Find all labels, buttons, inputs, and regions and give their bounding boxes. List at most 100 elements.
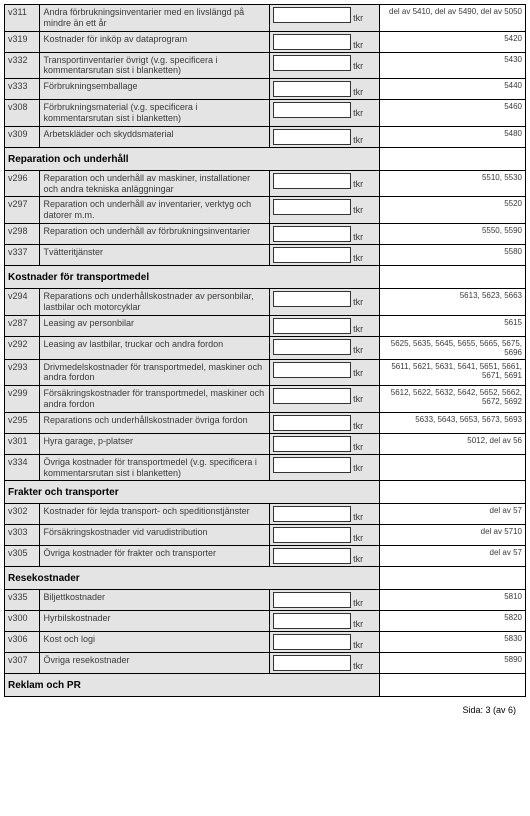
amount-input[interactable] [273, 362, 351, 378]
unit-label: tkr [353, 345, 363, 355]
amount-input[interactable] [273, 129, 351, 145]
row-code: v308 [5, 100, 40, 127]
amount-input[interactable] [273, 592, 351, 608]
row-code: v334 [5, 454, 40, 481]
unit-label: tkr [353, 13, 363, 23]
row-v292: v292Leasing av lastbilar, truckar och an… [5, 336, 526, 359]
amount-input[interactable] [273, 527, 351, 543]
amount-input[interactable] [273, 55, 351, 71]
amount-input[interactable] [273, 388, 351, 404]
amount-input[interactable] [273, 548, 351, 564]
row-label: Reparation och underhåll av inventarier,… [40, 197, 270, 224]
row-note: 5890 [379, 653, 525, 674]
row-input-cell: tkr [270, 433, 380, 454]
unit-label: tkr [353, 640, 363, 650]
row-input-cell: tkr [270, 336, 380, 359]
row-input-cell: tkr [270, 31, 380, 52]
row-input-cell: tkr [270, 590, 380, 611]
row-input-cell: tkr [270, 52, 380, 79]
row-note: del av 5710 [379, 525, 525, 546]
amount-input[interactable] [273, 655, 351, 671]
row-v332: v332Transportinventarier övrigt (v.g. sp… [5, 52, 526, 79]
section-heading-label: Kostnader för transportmedel [5, 265, 380, 288]
row-v303: v303Försäkringskostnader vid varudistrib… [5, 525, 526, 546]
row-note: 5633, 5643, 5653, 5673, 5693 [379, 412, 525, 433]
row-note: 5480 [379, 126, 525, 147]
row-v334: v334Övriga kostnader för transportmedel … [5, 454, 526, 481]
amount-input[interactable] [273, 247, 351, 263]
row-note: del av 5410, del av 5490, del av 5050 [379, 5, 525, 32]
row-note: 5613, 5623, 5663 [379, 288, 525, 315]
section-heading-label: Frakter och transporter [5, 481, 380, 504]
row-v307: v307Övriga resekostnadertkr5890 [5, 653, 526, 674]
row-v297: v297Reparation och underhåll av inventar… [5, 197, 526, 224]
section-heading-resekostnader: Resekostnader [5, 567, 526, 590]
amount-input[interactable] [273, 506, 351, 522]
amount-input[interactable] [273, 199, 351, 215]
section-heading-note [379, 674, 525, 697]
row-input-cell: tkr [270, 244, 380, 265]
row-note: 5625, 5635, 5645, 5655, 5665, 5675, 5696 [379, 336, 525, 359]
row-input-cell: tkr [270, 412, 380, 433]
row-v309: v309Arbetskläder och skyddsmaterialtkr54… [5, 126, 526, 147]
row-input-cell: tkr [270, 359, 380, 386]
row-input-cell: tkr [270, 546, 380, 567]
row-input-cell: tkr [270, 170, 380, 197]
amount-input[interactable] [273, 436, 351, 452]
section-heading-reparation: Reparation och underhåll [5, 147, 526, 170]
amount-input[interactable] [273, 81, 351, 97]
row-v294: v294Reparations och underhållskostnader … [5, 288, 526, 315]
row-label: Biljettkostnader [40, 590, 270, 611]
amount-input[interactable] [273, 457, 351, 473]
row-input-cell: tkr [270, 632, 380, 653]
unit-label: tkr [353, 135, 363, 145]
row-label: Hyrbilskostnader [40, 611, 270, 632]
row-label: Övriga resekostnader [40, 653, 270, 674]
unit-label: tkr [353, 108, 363, 118]
amount-input[interactable] [273, 102, 351, 118]
row-label: Andra förbrukningsinventarier med en liv… [40, 5, 270, 32]
row-input-cell: tkr [270, 504, 380, 525]
row-note: 5012, del av 56 [379, 433, 525, 454]
amount-input[interactable] [273, 7, 351, 23]
row-code: v303 [5, 525, 40, 546]
amount-input[interactable] [273, 613, 351, 629]
amount-input[interactable] [273, 226, 351, 242]
unit-label: tkr [353, 619, 363, 629]
row-label: Reparations och underhållskostnader övri… [40, 412, 270, 433]
row-code: v311 [5, 5, 40, 32]
unit-label: tkr [353, 661, 363, 671]
row-code: v293 [5, 359, 40, 386]
amount-input[interactable] [273, 339, 351, 355]
form-table: v311Andra förbrukningsinventarier med en… [4, 4, 526, 697]
row-input-cell: tkr [270, 611, 380, 632]
row-note: 5510, 5530 [379, 170, 525, 197]
row-input-cell: tkr [270, 315, 380, 336]
row-input-cell: tkr [270, 223, 380, 244]
row-code: v319 [5, 31, 40, 52]
amount-input[interactable] [273, 415, 351, 431]
row-v319: v319Kostnader för inköp av dataprogramtk… [5, 31, 526, 52]
row-label: Leasing av personbilar [40, 315, 270, 336]
section-heading-note [379, 567, 525, 590]
row-v287: v287Leasing av personbilartkr5615 [5, 315, 526, 336]
unit-label: tkr [353, 598, 363, 608]
amount-input[interactable] [273, 34, 351, 50]
amount-input[interactable] [273, 173, 351, 189]
row-input-cell: tkr [270, 197, 380, 224]
row-v293: v293Drivmedelskostnader för transportmed… [5, 359, 526, 386]
amount-input[interactable] [273, 634, 351, 650]
row-label: Övriga kostnader för transportmedel (v.g… [40, 454, 270, 481]
row-code: v301 [5, 433, 40, 454]
row-note [379, 454, 525, 481]
row-v296: v296Reparation och underhåll av maskiner… [5, 170, 526, 197]
row-label: Försäkringskostnader för transportmedel,… [40, 386, 270, 413]
unit-label: tkr [353, 87, 363, 97]
row-code: v300 [5, 611, 40, 632]
amount-input[interactable] [273, 318, 351, 334]
section-heading-note [379, 481, 525, 504]
amount-input[interactable] [273, 291, 351, 307]
row-input-cell: tkr [270, 288, 380, 315]
row-v301: v301Hyra garage, p-platsertkr5012, del a… [5, 433, 526, 454]
row-v295: v295Reparations och underhållskostnader … [5, 412, 526, 433]
